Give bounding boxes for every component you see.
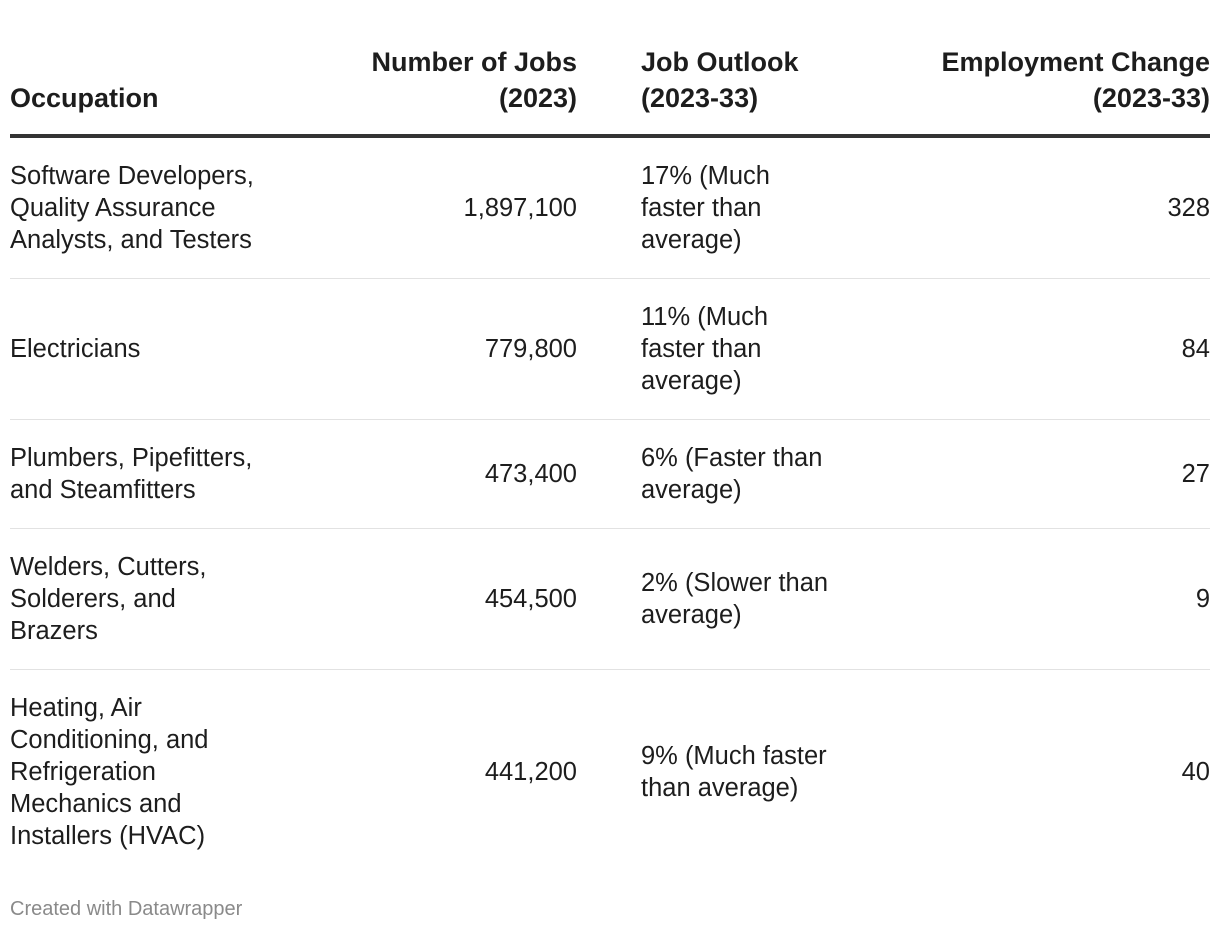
cell-employment-change: 84 [853,278,1210,420]
cell-job-outlook-line: 6% (Faster than [641,444,823,472]
header-employment-change-line-1: Employment Change [941,47,1210,77]
table-row: Welders, Cutters, Solderers, and Brazers 45… [10,528,1210,670]
cell-number-of-jobs: 473,400 [300,419,577,529]
cell-number-of-jobs: 779,800 [300,278,577,420]
cell-occupation-line: Quality Assurance [10,194,216,222]
header-employment-change: Employment Change (2023-33) [853,44,1210,138]
cell-employment-change: 328 [853,136,1210,279]
header-job-outlook-line-1: Job Outlook [641,47,799,77]
cell-occupation-line: Analysts, and Testers [10,226,252,254]
cell-occupation-line: Heating, Air [10,694,142,722]
table-row: Electricians 779,800 11% (Much faster than a… [10,278,1210,420]
cell-occupation-line: Brazers [10,617,98,645]
cell-occupation-line: Conditioning, and [10,726,209,754]
footer-credit: Created with Datawrapper [10,898,243,920]
cell-occupation: Heating, Air Conditioning, and Refrigerati… [10,670,300,875]
cell-number-of-jobs: 1,897,100 [300,136,577,279]
cell-employment-change: 27 [853,419,1210,529]
cell-occupation-line: Mechanics and [10,790,182,818]
cell-job-outlook-line: 11% (Much [641,303,769,331]
cell-occupation-line: Welders, Cutters, [10,553,207,581]
cell-employment-change: 40 [1181,758,1210,786]
header-number-of-jobs: Number of Jobs (2023) [300,44,577,138]
cell-occupation-line: Electricians [10,335,141,363]
cell-job-outlook-line: 17% (Much [641,162,770,190]
header-occupation-line: Occupation [10,83,159,113]
occupation-table: Occupation Number of Jobs (2023) Job Out… [10,44,1210,874]
cell-occupation-line: Plumbers, Pipefitters, [10,444,253,472]
header-number-of-jobs-line-2: (2023) [498,83,577,113]
cell-number-of-jobs: 441,200 [484,758,577,786]
table-header-row: Occupation Number of Jobs (2023) Job Out… [10,44,1210,138]
cell-job-outlook-line: average) [641,226,742,254]
header-job-outlook-line-2: (2023-33) [641,83,759,113]
table-body: Software Developers, Quality Assurance Ana… [10,136,1210,874]
header-occupation: Occupation [10,44,300,138]
cell-job-outlook: 11% (Much faster than average) [577,278,853,420]
table-row: Software Developers, Quality Assurance Ana… [10,136,1210,279]
cell-job-outlook-line: average) [641,476,742,504]
cell-number-of-jobs: 454,500 [300,528,577,670]
table-row: Heating, Air Conditioning, and Refrigerati… [10,670,1210,875]
cell-job-outlook-line: 9% (Much faster [641,742,827,770]
cell-occupation: Software Developers, Quality Assurance Ana… [10,136,300,279]
cell-occupation: Plumbers, Pipefitters, and Steamfitters [10,419,300,529]
cell-job-outlook: 6% (Faster than average) [577,419,853,529]
cell-occupation-line: Software Developers, [10,162,254,190]
table-row: Plumbers, Pipefitters, and Steamfitters 47… [10,419,1210,529]
cell-job-outlook-line: 2% (Slower than [641,569,829,597]
cell-job-outlook-line: average) [641,367,742,395]
cell-job-outlook-line: average) [641,601,742,629]
cell-job-outlook: 2% (Slower than average) [577,528,853,670]
cell-occupation: Welders, Cutters, Solderers, and Brazers [10,528,300,670]
cell-job-outlook: 9% (Much faster than average) [577,670,853,875]
cell-job-outlook-line: faster than [641,194,762,222]
cell-job-outlook-line: than average) [641,774,799,802]
cell-job-outlook: 17% (Much faster than average) [577,136,853,279]
header-employment-change-line-2: (2023-33) [1092,83,1210,113]
cell-occupation-line: Installers (HVAC) [10,822,206,850]
cell-employment-change: 9 [853,528,1210,670]
cell-job-outlook-line: faster than [641,335,762,363]
header-number-of-jobs-line-1: Number of Jobs [371,47,577,77]
header-job-outlook: Job Outlook (2023-33) [577,44,853,138]
data-table-container: Occupation Number of Jobs (2023) Job Out… [10,44,1210,874]
cell-occupation-line: Solderers, and [10,585,176,613]
cell-occupation-line: Refrigeration [10,758,156,786]
cell-occupation-line: and Steamfitters [10,476,196,504]
cell-occupation: Electricians [10,278,300,420]
